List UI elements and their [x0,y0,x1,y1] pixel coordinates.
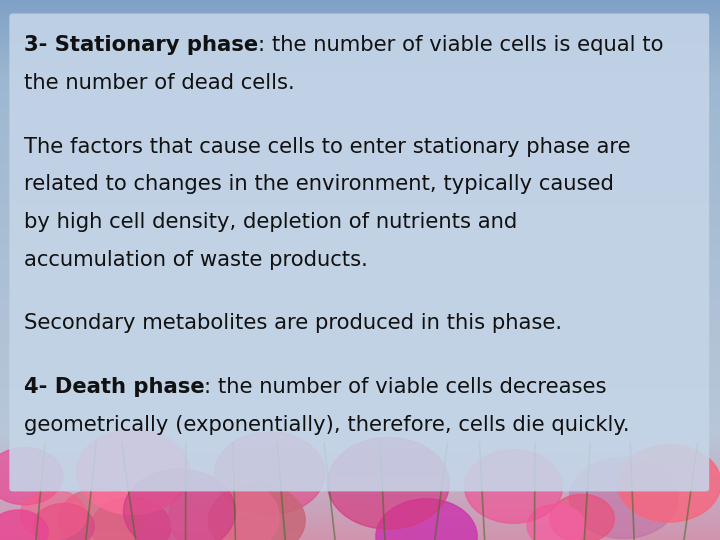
Circle shape [169,476,279,540]
Circle shape [527,504,585,540]
Circle shape [215,432,325,515]
Circle shape [76,429,190,515]
Circle shape [209,484,305,540]
Circle shape [91,497,171,540]
Circle shape [0,448,63,505]
Text: 4- Death phase: 4- Death phase [24,376,204,397]
Text: : the number of viable cells decreases: : the number of viable cells decreases [204,376,607,397]
Text: 3- Stationary phase: 3- Stationary phase [24,36,258,56]
Circle shape [376,499,477,540]
Text: Secondary metabolites are produced in this phase.: Secondary metabolites are produced in th… [24,313,562,333]
Text: : the number of viable cells is equal to: : the number of viable cells is equal to [258,36,663,56]
Circle shape [58,488,143,540]
Text: related to changes in the environment, typically caused: related to changes in the environment, t… [24,174,613,194]
Text: accumulation of waste products.: accumulation of waste products. [24,250,367,270]
Text: The factors that cause cells to enter stationary phase are: The factors that cause cells to enter st… [24,137,631,157]
Circle shape [20,490,86,539]
Circle shape [124,469,235,540]
Circle shape [464,450,562,523]
Text: the number of dead cells.: the number of dead cells. [24,73,294,93]
Text: geometrically (exponentially), therefore, cells die quickly.: geometrically (exponentially), therefore… [24,415,629,435]
Text: by high cell density, depletion of nutrients and: by high cell density, depletion of nutri… [24,212,517,232]
Circle shape [618,444,720,522]
Circle shape [328,437,449,529]
Circle shape [550,495,614,540]
Circle shape [570,457,678,538]
Circle shape [0,510,48,540]
Circle shape [33,503,94,540]
